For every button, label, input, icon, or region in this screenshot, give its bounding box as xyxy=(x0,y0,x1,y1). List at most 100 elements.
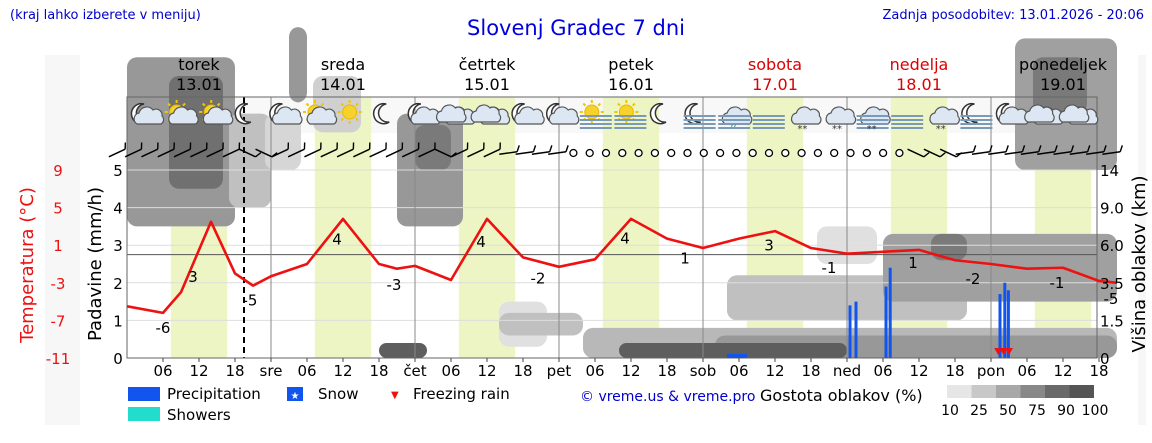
precip-axis-title: Padavine (mm/h) xyxy=(85,187,106,341)
wind-barb xyxy=(173,142,192,158)
wind-calm-symbol xyxy=(569,148,578,158)
temp-tick-label: 1 xyxy=(53,237,63,255)
density-swatch xyxy=(971,385,996,398)
x-tick-label: 06 xyxy=(153,362,172,380)
wind-calm-symbol xyxy=(732,148,741,158)
wind-calm-symbol xyxy=(650,148,660,158)
wind-barb xyxy=(907,148,930,158)
legend-showers-swatch xyxy=(128,407,160,421)
wind-barb xyxy=(320,142,338,158)
daylight-band xyxy=(314,97,372,358)
weather-icon-cloud xyxy=(435,104,476,125)
weather-icon-sun xyxy=(337,100,362,124)
temp-extreme-label: 3 xyxy=(764,236,774,254)
weather-icon-sun-cloud xyxy=(303,100,338,125)
wind-barb xyxy=(1004,145,1026,155)
cloud-density-cell xyxy=(415,124,451,170)
precipitation-bar xyxy=(1006,290,1010,358)
wind-barb xyxy=(206,142,224,158)
weather-icon-snow-cloud: ** xyxy=(790,106,822,135)
weather-icon-sun-fog xyxy=(579,100,612,129)
wind-calm-symbol xyxy=(781,148,790,158)
freezing-rain-marker xyxy=(994,348,1003,355)
wind-barb xyxy=(483,142,501,158)
wind-barb xyxy=(1085,145,1107,155)
day-date-0: 13.01 xyxy=(176,75,222,94)
precip-tick-label: 5 xyxy=(113,162,123,180)
wind-barb xyxy=(450,142,469,158)
wind-barb xyxy=(1053,145,1075,155)
plot-frame xyxy=(126,96,1098,359)
weather-icon-sun-cloud xyxy=(199,100,234,125)
temp-extreme-label: 4 xyxy=(620,230,630,248)
wind-calm-symbol xyxy=(862,148,871,158)
wind-barb xyxy=(499,145,520,155)
x-tick-label: 12 xyxy=(477,362,496,380)
cloud-height-tick-label: 3.5 xyxy=(1100,275,1124,293)
x-tick-label: 18 xyxy=(1089,362,1108,380)
temp-extreme-label: -1 xyxy=(1050,274,1065,292)
wind-barb xyxy=(515,145,537,155)
x-tick-label: 18 xyxy=(369,362,388,380)
wind-barb xyxy=(1037,145,1058,155)
cloud-density-cell xyxy=(379,342,427,358)
snow-icon: ★ xyxy=(291,391,300,402)
cloud-height-tick-label: 0 xyxy=(1100,350,1110,368)
temp-tick-label: -3 xyxy=(51,275,66,293)
wind-calm-symbol xyxy=(601,148,611,158)
temp-tick-label: 9 xyxy=(53,162,63,180)
temp-extreme-label: -1 xyxy=(822,259,837,277)
weather-icon-moon-fog xyxy=(960,102,993,129)
svg-text:ʼʼ: ʼʼ xyxy=(730,124,736,135)
wind-barb xyxy=(141,142,159,158)
wind-calm-symbol xyxy=(813,148,823,158)
weather-icon-sun-cloud xyxy=(164,100,199,125)
wind-calm-symbol xyxy=(846,148,855,158)
wind-barb xyxy=(955,145,977,155)
temp-extreme-label: -5 xyxy=(1104,290,1119,308)
weather-icon-fog xyxy=(752,115,785,129)
weather-icon-cloud xyxy=(1058,104,1099,125)
wind-barb xyxy=(988,145,1009,155)
wind-calm-symbol xyxy=(764,148,774,158)
temp-tick-label: 5 xyxy=(53,200,63,218)
x-tick-label: 06 xyxy=(441,362,460,380)
wind-barb xyxy=(467,142,485,158)
density-swatch xyxy=(1020,385,1045,398)
density-label: 90 xyxy=(1057,403,1075,419)
wind-calm-symbol xyxy=(618,148,627,158)
wind-barb xyxy=(1102,145,1124,155)
weather-icon-moon-cloud xyxy=(511,102,545,125)
wind-barb xyxy=(222,142,241,158)
day-name-1: sreda xyxy=(321,55,365,74)
weather-icon-moon xyxy=(234,102,252,125)
weather-icon-sun-fog xyxy=(614,100,647,129)
weather-icon-snow-cloud: ** xyxy=(929,106,960,135)
wind-barb xyxy=(271,142,290,158)
day-name-6: ponedeljek xyxy=(1019,55,1108,74)
cloud-density-cell xyxy=(931,233,967,261)
temperature-line xyxy=(126,217,1118,315)
x-tick-label: 12 xyxy=(621,362,640,380)
x-tick-label: 06 xyxy=(873,362,892,380)
day-date-2: 15.01 xyxy=(464,75,510,94)
weather-icon-moon-cloud xyxy=(130,102,165,125)
wind-barb xyxy=(531,145,553,155)
density-legend-title: Gostota oblakov (%) xyxy=(760,386,923,405)
temp-extreme-label: 4 xyxy=(476,233,486,251)
precipitation-bar xyxy=(888,267,892,358)
wind-barb xyxy=(1069,145,1091,155)
precip-tick-label: 4 xyxy=(113,200,123,218)
svg-text:**: ** xyxy=(936,124,946,135)
density-swatch xyxy=(1045,385,1070,398)
wind-calm-symbol xyxy=(878,148,888,158)
wind-calm-symbol xyxy=(585,148,594,158)
day-date-6: 19.01 xyxy=(1040,75,1086,94)
x-tick-label: 12 xyxy=(333,362,352,380)
temp-extreme-label: 1 xyxy=(680,249,690,267)
precip-tick-label: 3 xyxy=(113,237,123,255)
page-title: Slovenj Gradec 7 dni xyxy=(467,16,685,40)
temp-axis-title: Temperatura (°C) xyxy=(17,187,38,344)
wind-barb xyxy=(108,142,127,158)
